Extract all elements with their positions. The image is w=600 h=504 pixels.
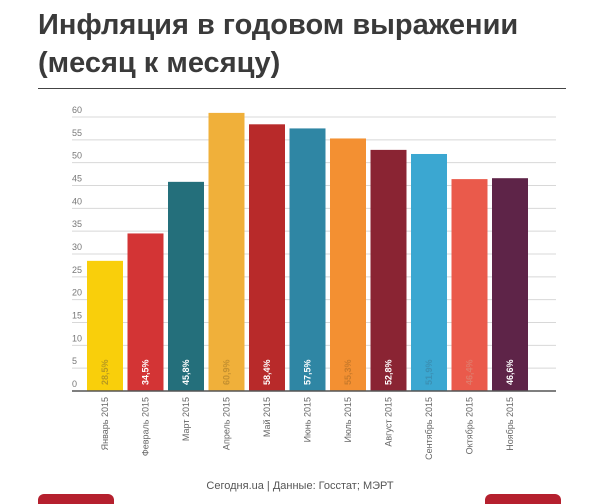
x-tick-label: Ноябрь 2015 xyxy=(505,397,515,451)
y-tick-label: 25 xyxy=(72,265,82,275)
source-footer: Сегодня.ua | Данные: Госстат; МЭРТ xyxy=(206,480,394,492)
bar xyxy=(168,181,204,391)
data-label: 46,6% xyxy=(505,359,515,385)
y-tick-label: 35 xyxy=(72,219,82,229)
x-tick-label: Апрель 2015 xyxy=(222,397,232,450)
corner-decoration-left xyxy=(38,494,114,504)
x-tick-label: Январь 2015 xyxy=(100,397,110,450)
bar xyxy=(127,233,164,391)
y-tick-label: 15 xyxy=(72,311,82,321)
bar xyxy=(249,124,285,391)
bar xyxy=(451,179,488,391)
x-tick-label: Июнь 2015 xyxy=(303,397,313,442)
chart-title: Инфляция в годовом выражении (месяц к ме… xyxy=(38,9,519,79)
x-tick-label: Сентябрь 2015 xyxy=(424,397,434,460)
title-divider xyxy=(38,88,566,89)
data-label: 51,9% xyxy=(424,359,434,385)
x-tick-label: Май 2015 xyxy=(262,397,272,437)
data-label: 52,8% xyxy=(384,359,394,385)
y-tick-label: 20 xyxy=(72,288,82,298)
y-tick-label: 5 xyxy=(72,356,77,366)
x-tick-label: Июль 2015 xyxy=(343,397,353,442)
y-tick-label: 40 xyxy=(72,196,82,206)
x-tick-label: Февраль 2015 xyxy=(141,397,151,456)
data-label: 55,3% xyxy=(343,359,353,385)
bar xyxy=(330,138,366,391)
data-label: 28,5% xyxy=(100,359,110,385)
bar xyxy=(370,149,407,391)
y-tick-label: 10 xyxy=(72,333,82,343)
x-tick-label: Октябрь 2015 xyxy=(465,397,475,454)
data-label: 46,4% xyxy=(465,359,475,385)
y-tick-label: 45 xyxy=(72,174,82,184)
y-tick-label: 30 xyxy=(72,242,82,252)
data-label: 34,5% xyxy=(141,359,151,385)
bar xyxy=(411,153,447,391)
bar xyxy=(87,260,123,391)
bar-chart: 0 5 10 15 20 25 30 35 40 45 50 55 60 28,5% Январь 2015… xyxy=(72,105,556,460)
y-tick-label: 0 xyxy=(72,379,77,389)
x-tick-label: Март 2015 xyxy=(181,397,191,441)
y-tick-label: 60 xyxy=(72,105,82,115)
data-label: 58,4% xyxy=(262,359,272,385)
bar xyxy=(492,178,528,391)
corner-decoration-right xyxy=(485,494,561,504)
data-label: 60,9% xyxy=(222,359,232,385)
y-tick-label: 55 xyxy=(72,128,82,138)
data-label: 57,5% xyxy=(303,359,313,385)
bar xyxy=(289,128,326,391)
data-label: 45,8% xyxy=(181,359,191,385)
bar xyxy=(208,112,245,391)
x-tick-label: Август 2015 xyxy=(384,397,394,447)
y-tick-label: 50 xyxy=(72,151,82,161)
